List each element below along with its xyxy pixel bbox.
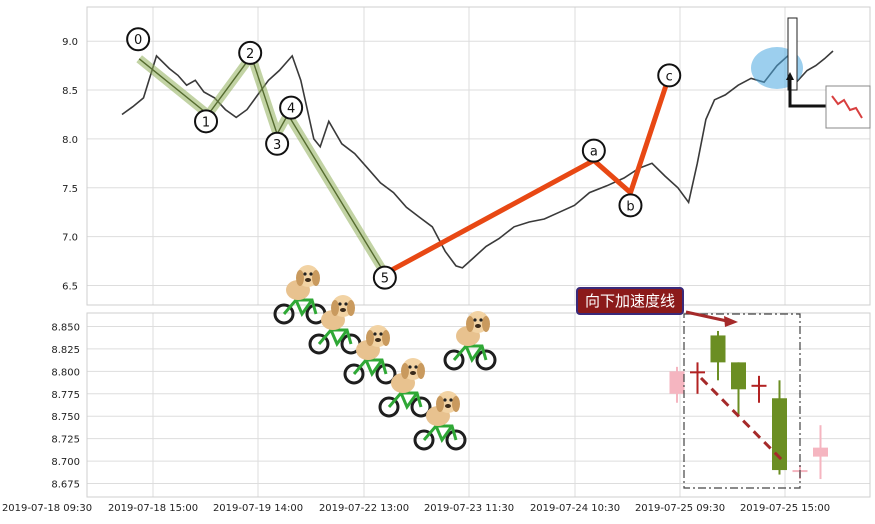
upper-y-tick-label: 6.5 (62, 281, 78, 292)
wave-marker-circle (279, 95, 304, 120)
accel-trend-line (699, 376, 784, 462)
price-line (121, 50, 834, 269)
x-tick-label: 2019-07-18 09:30 (2, 503, 92, 514)
pointer-arrow-head (786, 72, 794, 80)
mini-thumbnail-sketch (831, 95, 863, 119)
upper-y-tick-label: 8.5 (62, 86, 78, 97)
mini-candle-box (787, 17, 798, 91)
x-tick-label: 2019-07-18 15:00 (108, 503, 198, 514)
lower-y-tick-label: 8.850 (51, 322, 80, 333)
wave-marker-label: b (626, 199, 634, 214)
x-tick-label: 2019-07-19 14:00 (213, 503, 303, 514)
lower-y-tick-label: 8.825 (51, 345, 80, 356)
candle-body (690, 371, 705, 374)
lower-y-tick-label: 8.750 (51, 412, 80, 423)
lower-y-tick-label: 8.700 (51, 457, 80, 468)
wave-marker-circle (581, 138, 606, 163)
wave-marker-circle (618, 193, 643, 218)
annotation-text: 向下加速度线 (585, 292, 675, 310)
candle-body (751, 384, 767, 387)
lower-y-tick-label: 8.675 (51, 480, 80, 491)
mini-thumbnail (825, 85, 871, 129)
wave-marker-circle (126, 27, 151, 52)
wave-marker-circle (238, 40, 263, 65)
x-tick-label: 2019-07-22 13:00 (319, 503, 409, 514)
lower-y-axis: 8.675 8.700 8.725 8.750 8.775 8.800 8.825 8.850 (51, 322, 80, 490)
wave-marker-label: 0 (134, 33, 142, 48)
x-tick-label: 2019-07-25 15:00 (740, 503, 830, 514)
wave-marker-label: 3 (273, 138, 281, 153)
pointer-arrow-line (788, 80, 828, 108)
x-tick-label: 2019-07-25 09:30 (635, 503, 725, 514)
annotation-arrow-head (724, 316, 738, 327)
impulse-wave-line (138, 54, 386, 275)
lower-y-tick-label: 8.800 (51, 367, 80, 378)
wave-marker-label: a (590, 145, 598, 160)
x-tick-label: 2019-07-23 11:30 (424, 503, 514, 514)
wave-marker-label: c (666, 69, 673, 84)
candle-body (710, 335, 726, 363)
annotation-box (576, 287, 684, 315)
wave-marker-circle (657, 63, 682, 88)
wave-marker-label: 1 (202, 115, 210, 130)
wave-marker-circle (372, 265, 397, 290)
upper-y-tick-label: 7.5 (62, 184, 78, 195)
wave-marker-label: 2 (246, 47, 254, 62)
wave-marker-circle (265, 131, 290, 156)
candle-body (731, 362, 746, 390)
upper-y-tick-label: 8.0 (62, 135, 78, 146)
candle-body (669, 371, 685, 394)
wave-marker-label: 4 (287, 102, 295, 117)
upper-y-tick-label: 9.0 (62, 37, 78, 48)
candle-selection-box (683, 313, 801, 489)
upper-y-axis: 6.5 7.0 7.5 8.0 8.5 9.0 (62, 37, 78, 292)
lower-y-tick-label: 8.725 (51, 435, 80, 446)
correction-wave-line (383, 74, 672, 276)
x-tick-label: 2019-07-24 10:30 (530, 503, 620, 514)
x-axis: 2019-07-18 09:30 2019-07-18 15:00 2019-07-… (2, 503, 830, 514)
upper-grid (87, 7, 870, 305)
upper-frame (86, 6, 871, 306)
wave-marker-label: 5 (381, 272, 389, 287)
candle-body (813, 447, 828, 457)
annotation-arrow-line (685, 310, 728, 323)
wave-markers: 0 1 2 3 4 5 a b c (126, 27, 682, 290)
lower-y-tick-label: 8.775 (51, 390, 80, 401)
upper-y-tick-label: 7.0 (62, 233, 78, 244)
wave-marker-circle (194, 109, 219, 134)
